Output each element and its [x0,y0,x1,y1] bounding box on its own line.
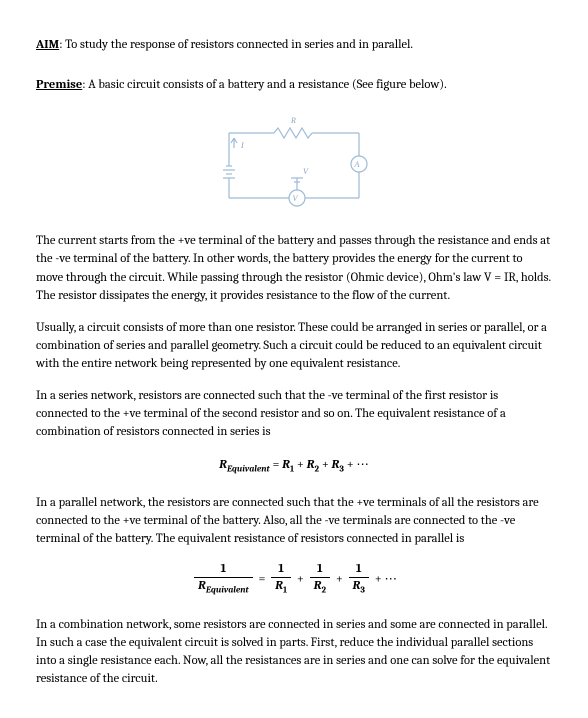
aim-label: AIM [36,38,59,52]
circuit-figure: R I V A V [199,108,389,218]
paragraph-1: The current starts from the +ve terminal… [36,232,552,305]
premise-text: : A basic circuit consists of a battery … [82,78,446,92]
premise-line: Premise: A basic circuit consists of a b… [36,76,552,94]
fig-label-r: R [290,116,296,125]
aim-line: AIM: To study the response of resistors … [36,36,552,54]
fig-label-vm: V [293,194,299,203]
paragraph-5: In a combination network, some resistors… [36,616,552,689]
fig-label-v: V [303,167,309,176]
paragraph-4: In a parallel network, the resistors are… [36,494,552,548]
fig-label-i: I [240,141,244,150]
formula-parallel: 1 REquivalent = 1 R1 + 1 R2 + 1 R3 + ⋯ [36,562,552,597]
paragraph-2: Usually, a circuit consists of more than… [36,319,552,373]
aim-text: : To study the response of resistors con… [59,38,413,52]
formula-series: REquivalent = R1 + R2 + R3 + ⋯ [36,456,552,477]
fig-label-a: A [354,160,360,169]
paragraph-3: In a series network, resistors are conne… [36,387,552,441]
premise-label: Premise [36,78,82,92]
